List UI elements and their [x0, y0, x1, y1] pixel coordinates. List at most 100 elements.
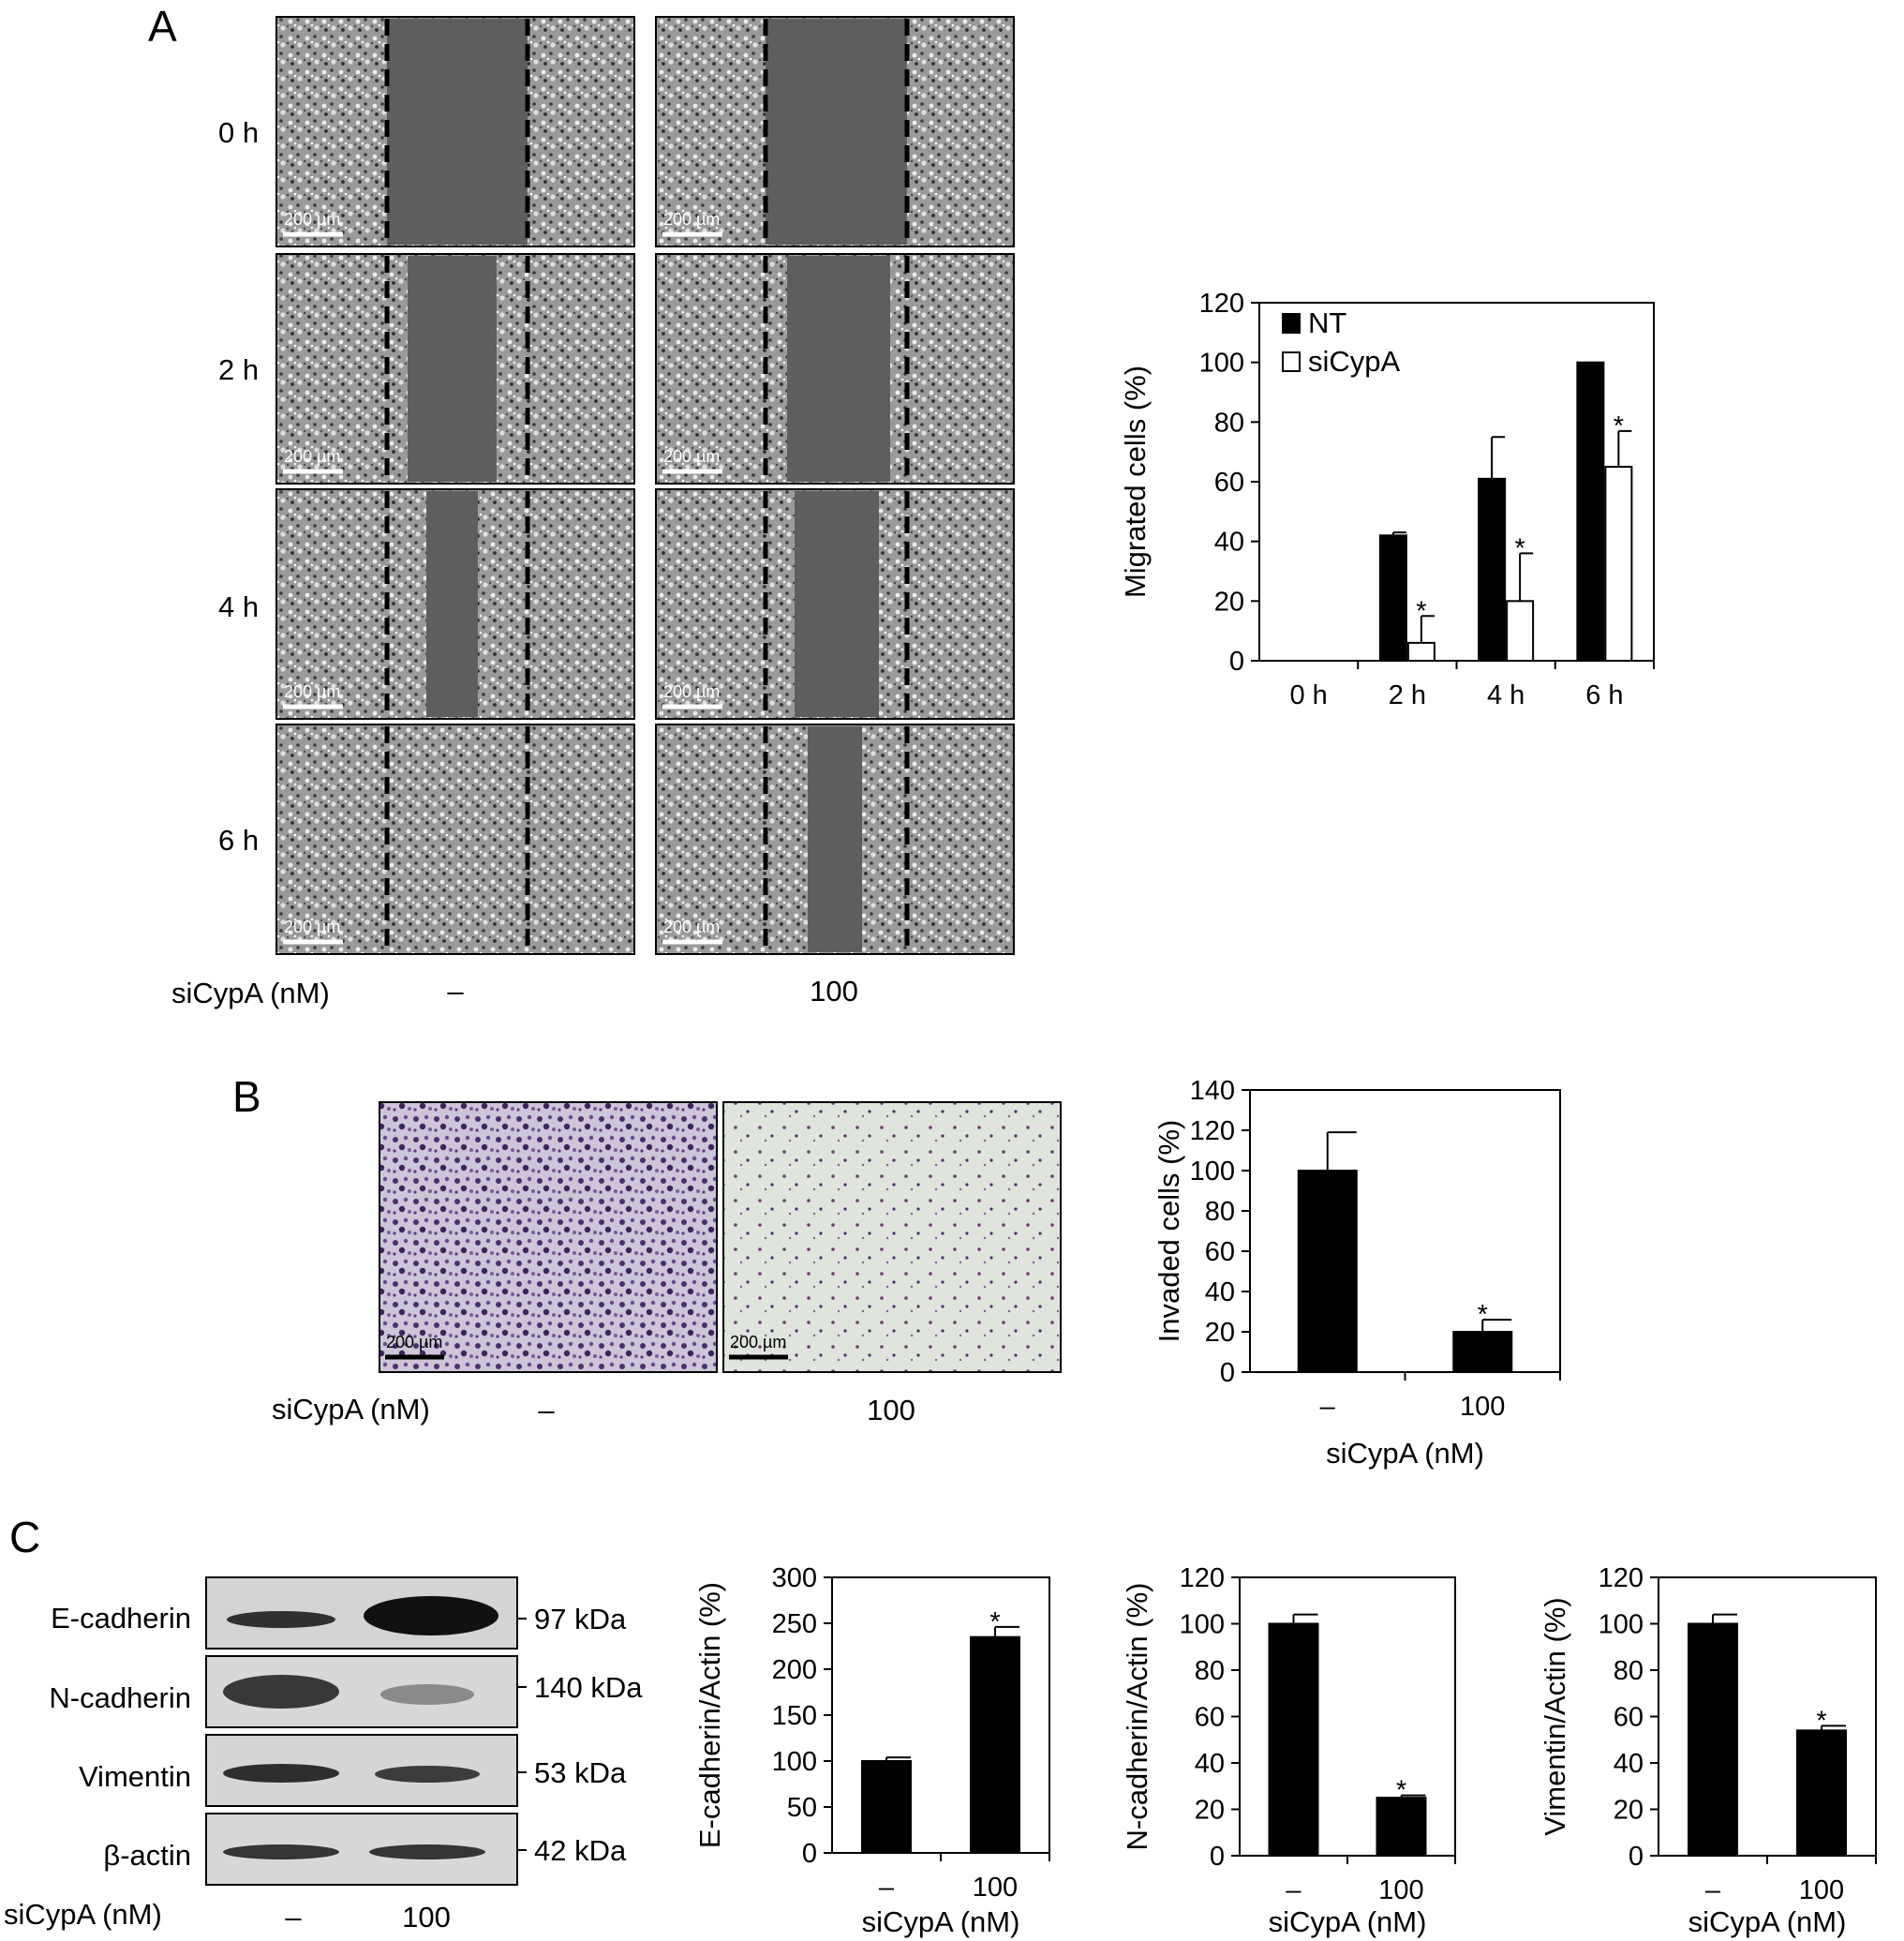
- legend-label: siCypA: [1308, 345, 1401, 378]
- y-tick-label: 80: [1614, 1656, 1644, 1686]
- bar: [1452, 1331, 1513, 1373]
- bar: [1376, 1797, 1427, 1857]
- x-tick-label: 100: [973, 1873, 1018, 1903]
- bar: [1406, 641, 1435, 663]
- significance-marker: *: [1514, 533, 1525, 563]
- y-tick-label: 120: [1180, 1563, 1225, 1593]
- y-tick-label: 100: [772, 1747, 817, 1777]
- kda-label-vimentin: 53 kDa: [534, 1756, 627, 1789]
- x-tick-label: 100: [1799, 1875, 1844, 1905]
- band: [380, 1684, 474, 1705]
- chart-ncadherin: 0 20 40 60 80 100 120 – 100 N-cadherin/Actin (%) s…: [1121, 1563, 1456, 1938]
- bar: [1506, 600, 1535, 662]
- band-label-actin: β-actin: [103, 1839, 191, 1872]
- panel-letter-a: A: [148, 2, 177, 51]
- y-tick-label: 0: [1229, 647, 1244, 677]
- y-axis-title: E-cadherin/Actin (%): [693, 1582, 726, 1848]
- significance-marker: *: [1396, 1776, 1406, 1806]
- scratch-gap: [387, 19, 528, 245]
- chart-migration: 0 20 40 60 80 100 120 0 h 2 h 4 h 6 h Migrated cell…: [1119, 289, 1655, 710]
- significance-marker: *: [1416, 596, 1426, 626]
- row-label-6h: 6 h: [218, 824, 259, 857]
- band: [223, 1844, 339, 1859]
- column-label-sicypa: 100: [810, 975, 858, 1008]
- y-tick-label: 120: [1199, 289, 1244, 319]
- y-tick-label: 60: [1205, 1237, 1235, 1267]
- bar: [970, 1635, 1020, 1854]
- x-tick-label: –: [1286, 1875, 1302, 1905]
- y-tick-label: 20: [1195, 1796, 1225, 1826]
- scale-bar-label: 200 µm: [284, 447, 340, 466]
- scale-bar-label: 200 µm: [663, 682, 720, 701]
- bar: [1478, 477, 1507, 663]
- scratch-gap: [795, 491, 879, 717]
- x-axis-title: siCypA (nM): [1688, 1905, 1847, 1938]
- bar: [1378, 534, 1407, 662]
- band: [227, 1611, 335, 1628]
- scale-bar-label: 200 µm: [284, 918, 340, 936]
- y-tick-label: 100: [1180, 1610, 1225, 1640]
- y-tick-label: 250: [772, 1609, 817, 1639]
- scale-bar-label: 200 µm: [386, 1333, 442, 1351]
- scale-bar-label: 200 µm: [663, 918, 720, 936]
- scratch-gap: [766, 19, 907, 245]
- legend-swatch: [1282, 313, 1301, 334]
- micrograph-control-6h: [275, 724, 635, 955]
- western-blot: E-cadherin 97 kDa N-cadherin 140 kDa Vim…: [4, 1576, 643, 1934]
- row-label-2h: 2 h: [218, 353, 259, 386]
- band: [364, 1596, 498, 1635]
- bar: [1604, 466, 1633, 663]
- y-tick-label: 80: [1214, 408, 1244, 438]
- y-tick-label: 100: [1199, 349, 1244, 379]
- panel-letter-c: C: [9, 1513, 40, 1561]
- column-label-control: –: [447, 975, 464, 1008]
- y-tick-label: 100: [1599, 1610, 1644, 1640]
- y-tick-label: 60: [1195, 1703, 1225, 1733]
- chart-vimentin: 0 20 40 60 80 100 120 – 100 Vimentin/Actin (%) siC…: [1539, 1563, 1877, 1938]
- bar: [1268, 1622, 1319, 1857]
- significance-marker: *: [1816, 1706, 1826, 1736]
- significance-marker: *: [989, 1607, 1000, 1637]
- y-tick-label: 200: [772, 1655, 817, 1685]
- scale-bar-label: 200 µm: [663, 447, 720, 466]
- band: [369, 1844, 485, 1859]
- plot-frame: [1249, 1089, 1561, 1373]
- bar: [1796, 1729, 1847, 1857]
- y-axis-title: Vimentin/Actin (%): [1539, 1597, 1571, 1835]
- band: [223, 1764, 339, 1783]
- legend-label: NT: [1308, 306, 1346, 339]
- scratch-gap: [808, 726, 862, 952]
- y-axis-title: N-cadherin/Actin (%): [1121, 1583, 1153, 1851]
- transwell-image-control: [379, 1101, 718, 1373]
- y-tick-label: 80: [1195, 1656, 1225, 1686]
- band-label-ecadherin: E-cadherin: [51, 1602, 191, 1635]
- panel-letter-b: B: [232, 1072, 261, 1121]
- row-label-0h: 0 h: [218, 116, 259, 149]
- y-tick-label: 80: [1205, 1197, 1235, 1227]
- x-tick-label: 4 h: [1487, 680, 1525, 710]
- y-axis-title: Migrated cells (%): [1119, 366, 1152, 598]
- y-axis-title: Invaded cells (%): [1153, 1120, 1185, 1343]
- band-label-vimentin: Vimentin: [79, 1760, 191, 1793]
- significance-marker: *: [1614, 411, 1624, 441]
- band-label-ncadherin: N-cadherin: [49, 1681, 191, 1714]
- x-tick-label: 100: [1378, 1875, 1423, 1905]
- y-tick-label: 50: [787, 1793, 817, 1823]
- scratch-assay-micrographs: 0 h 200 µm 200 µm 2 h 200 µm 200 µm 4 h: [171, 16, 1015, 1009]
- x-tick-label: 0 h: [1289, 680, 1327, 710]
- column-label-sicypa: 100: [867, 1394, 915, 1426]
- scale-bar-label: 200 µm: [284, 682, 340, 701]
- scratch-gap: [408, 256, 497, 482]
- y-tick-label: 20: [1614, 1796, 1644, 1826]
- treatment-label: siCypA (nM): [272, 1393, 430, 1426]
- x-tick-label: 100: [1460, 1392, 1505, 1422]
- scale-bar-label: 200 µm: [730, 1333, 786, 1351]
- x-axis-title: siCypA (nM): [1269, 1905, 1427, 1938]
- y-tick-label: 0: [802, 1839, 817, 1869]
- x-axis-title: siCypA (nM): [862, 1905, 1020, 1938]
- bar: [1297, 1170, 1358, 1373]
- treatment-label: siCypA (nM): [4, 1898, 162, 1931]
- scratch-gap: [787, 256, 890, 482]
